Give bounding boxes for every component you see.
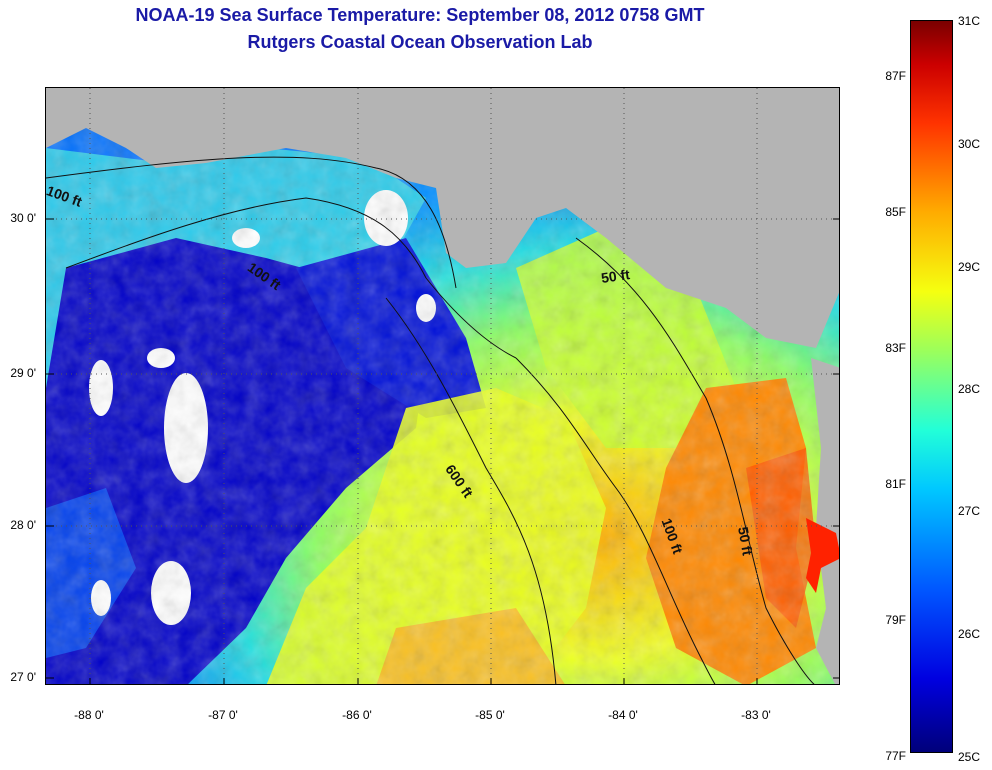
lon-label: -87 0' bbox=[208, 708, 238, 722]
sst-map-canvas bbox=[46, 88, 839, 684]
contour-100ft-south bbox=[515, 357, 716, 684]
lat-label: 27 0' bbox=[10, 670, 36, 684]
colorbar-fahrenheit-label: 77F bbox=[885, 749, 906, 763]
temperature-colorbar bbox=[910, 20, 953, 753]
colorbar-fahrenheit-label: 87F bbox=[885, 69, 906, 83]
lon-label: -83 0' bbox=[741, 708, 771, 722]
colorbar-celsius-label: 29C bbox=[958, 260, 981, 274]
colorbar-fahrenheit-label: 79F bbox=[885, 613, 906, 627]
map-subtitle: Rutgers Coastal Ocean Observation Lab bbox=[247, 32, 593, 52]
colorbar-fahrenheit-label: 83F bbox=[885, 341, 906, 355]
lon-label: -88 0' bbox=[74, 708, 104, 722]
contour-600ft bbox=[385, 297, 557, 684]
land-florida-peninsula bbox=[811, 358, 839, 684]
map-title: NOAA-19 Sea Surface Temperature: Septemb… bbox=[135, 5, 705, 25]
colorbar-fahrenheit-label: 85F bbox=[885, 205, 906, 219]
colorbar-celsius-label: 28C bbox=[958, 382, 981, 396]
contour-100ft bbox=[65, 197, 517, 359]
tampa-bay bbox=[806, 518, 839, 593]
lat-label: 30 0' bbox=[10, 211, 36, 225]
contour-50ft bbox=[46, 156, 457, 289]
colorbar-celsius-label: 26C bbox=[958, 627, 981, 641]
contour-50ft-peninsula bbox=[575, 237, 815, 684]
colorbar-celsius-label: 30C bbox=[958, 137, 981, 151]
axis-ticks bbox=[46, 218, 839, 684]
colorbar-fahrenheit-label: 81F bbox=[885, 477, 906, 491]
lat-label: 28 0' bbox=[10, 518, 36, 532]
land-northern-coast bbox=[46, 88, 839, 348]
lon-label: -86 0' bbox=[342, 708, 372, 722]
lon-label: -85 0' bbox=[475, 708, 505, 722]
colorbar-celsius-label: 31C bbox=[958, 14, 981, 28]
lat-label: 29 0' bbox=[10, 366, 36, 380]
colorbar-celsius-label: 25C bbox=[958, 750, 981, 764]
colorbar-celsius-label: 27C bbox=[958, 504, 981, 518]
sst-map[interactable]: 50 ft 100 ft 100 ft 600 ft 100 ft 50 ft bbox=[45, 87, 840, 685]
lon-label: -84 0' bbox=[608, 708, 638, 722]
